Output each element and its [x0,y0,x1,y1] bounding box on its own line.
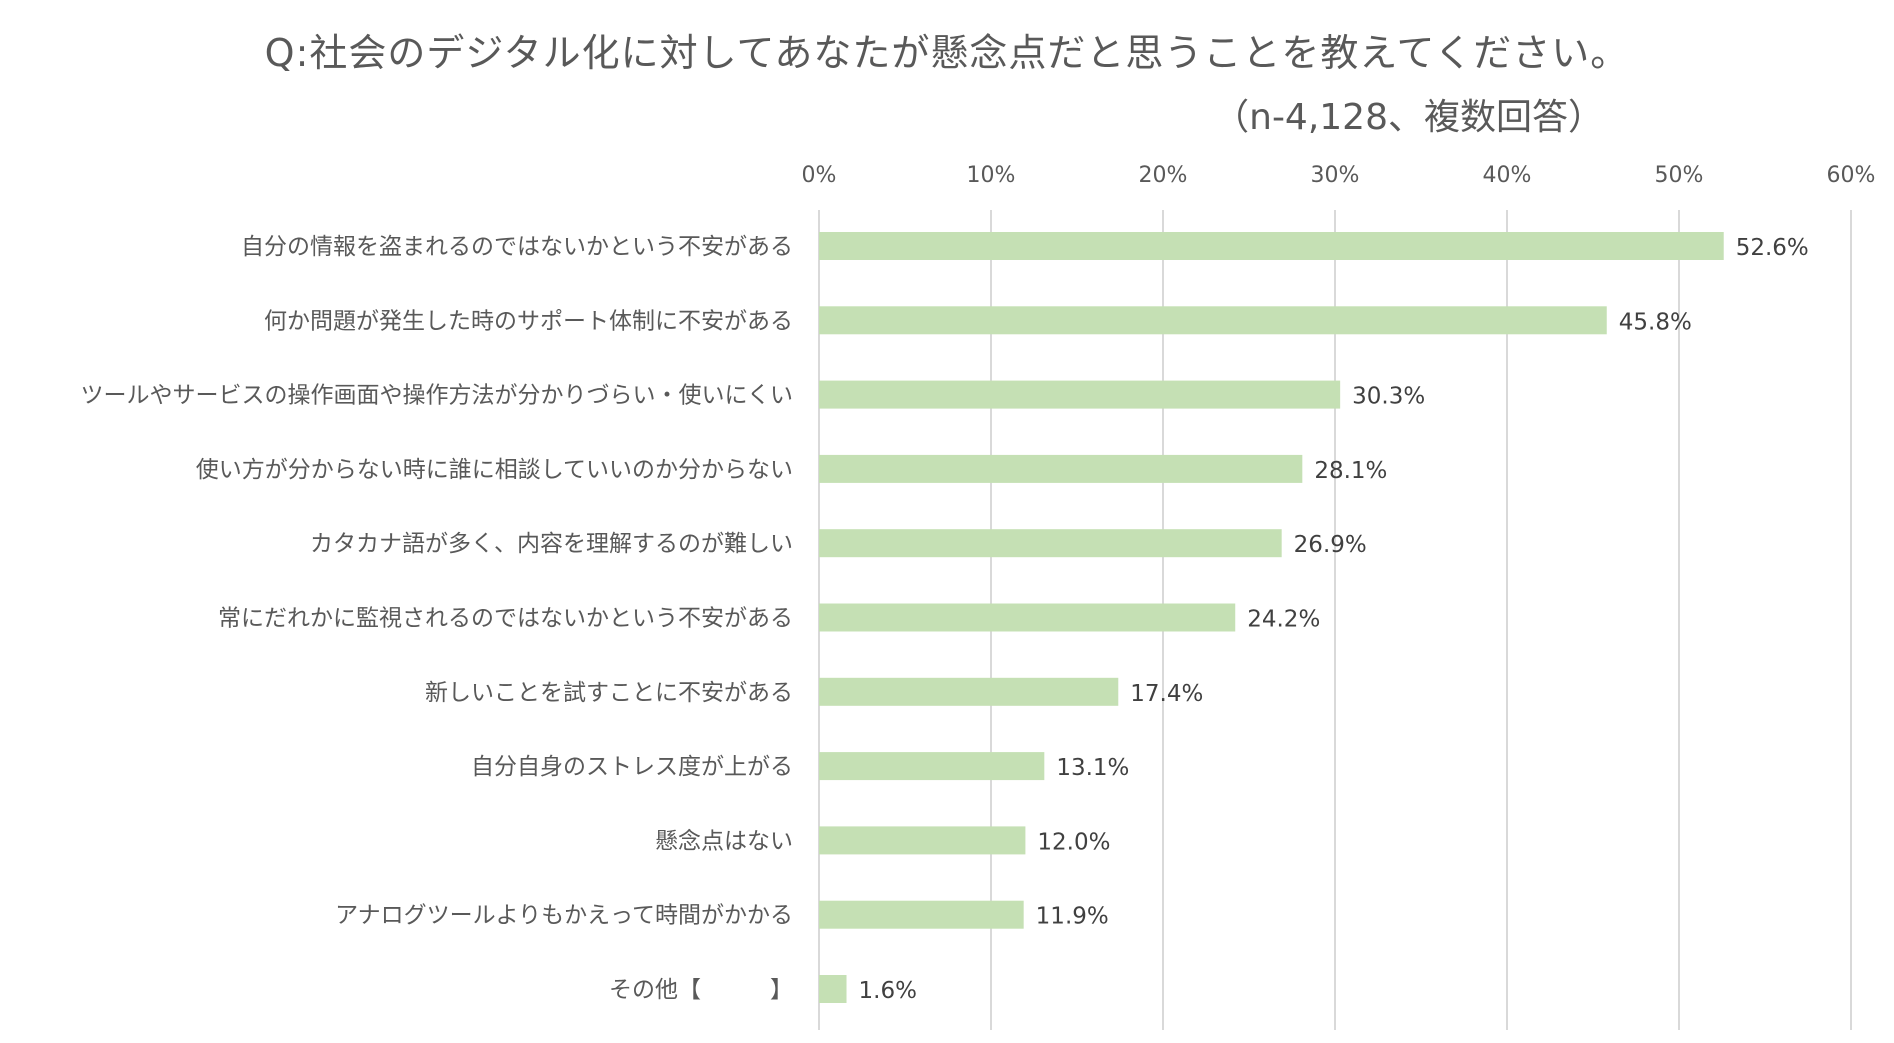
data-label: 17.4% [1130,681,1203,707]
data-label: 12.0% [1037,829,1110,855]
bar [819,604,1235,632]
category-label: 新しいことを試すことに不安がある [425,680,793,706]
category-label: ツールやサービスの操作画面や操作方法が分かりづらい・使いにくい [80,383,793,409]
data-label: 26.9% [1294,532,1367,558]
category-label: 自分自身のストレス度が上がる [471,754,793,780]
bar [819,381,1340,409]
bar [819,678,1118,706]
category-label: アナログツールよりもかえって時間がかかる [335,903,793,929]
x-tick-label: 50% [1655,163,1704,188]
data-label: 52.6% [1736,235,1809,261]
category-label: その他【 】 [609,977,793,1003]
bar [819,232,1724,260]
x-tick-label: 0% [802,163,837,188]
data-label: 28.1% [1314,458,1387,484]
bar [819,752,1044,780]
data-label: 45.8% [1619,309,1692,335]
category-label: 懸念点はない [655,828,793,854]
category-label: 常にだれかに監視されるのではないかという不安がある [218,606,793,632]
data-label: 30.3% [1352,384,1425,410]
bar [819,529,1282,557]
x-tick-label: 40% [1483,163,1532,188]
bar [819,901,1024,929]
category-labels: 自分の情報を盗まれるのではないかという不安がある何か問題が発生した時のサポート体… [80,234,793,1003]
x-tick-label: 10% [967,163,1016,188]
category-label: カタカナ語が多く、内容を理解するのが難しい [310,531,793,557]
bar [819,455,1302,483]
x-axis-ticks: 0% 10% 20% 30% 40% 50% 60% [802,163,1876,188]
category-label: 使い方が分からない時に誰に相談していいのか分からない [196,457,793,483]
bar-chart: 0% 10% 20% 30% 40% 50% 60% 自分の情報を盗まれるのではないかという… [0,0,1894,1043]
data-label: 1.6% [859,978,917,1004]
bar [819,826,1025,854]
data-label: 13.1% [1056,755,1129,781]
x-tick-label: 60% [1827,163,1876,188]
x-tick-label: 20% [1139,163,1188,188]
data-label: 24.2% [1247,607,1320,633]
bar [819,306,1607,334]
category-label: 自分の情報を盗まれるのではないかという不安がある [241,234,793,260]
data-label: 11.9% [1036,904,1109,930]
bar [819,975,847,1003]
category-label: 何か問題が発生した時のサポート体制に不安がある [264,308,793,334]
x-tick-label: 30% [1311,163,1360,188]
